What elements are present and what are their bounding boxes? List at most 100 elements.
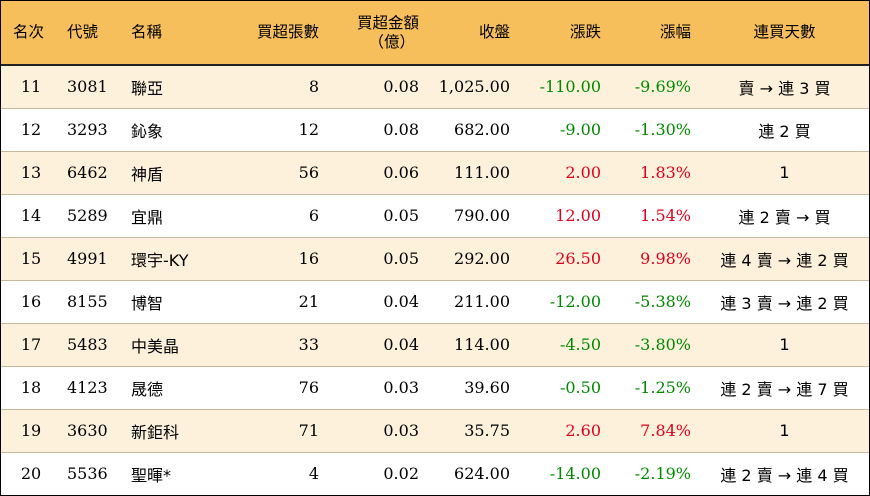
cell-name: 鈊象 [131,121,164,141]
cell-rank: 11 [20,77,42,97]
header-streak: 連買天數 [700,1,869,66]
table-row: 15 4991 環宇-KY 16 0.05 292.00 26.50 9.98%… [1,237,869,280]
cell-pct: 9.98% [640,249,691,268]
header-row: 名次 代號 名稱 買超張數 買超金額 （億） 收盤 漲跌 漲幅 連買天數 [1,1,869,66]
cell-change: -4.50 [559,335,601,354]
cell-change: -12.00 [549,292,601,311]
cell-net-lots: 8 [308,77,319,97]
cell-net-lots: 4 [308,464,319,484]
cell-rank: 14 [20,206,42,225]
cell-streak: 連 2 賣 → 連 4 買 [720,465,849,485]
cell-name: 晟德 [131,379,164,399]
cell-net-amount: 0.03 [383,421,419,440]
cell-change: -14.00 [549,464,601,484]
cell-net-amount: 0.04 [383,335,419,354]
cell-change: 2.60 [565,421,601,440]
cell-code: 8155 [67,292,108,311]
cell-net-amount: 0.08 [383,77,419,97]
cell-name: 神盾 [131,164,164,184]
cell-change: -110.00 [539,77,601,97]
cell-name: 中美晶 [131,336,180,356]
cell-close: 211.00 [454,292,510,311]
cell-name: 宜鼎 [131,207,164,227]
cell-change: -9.00 [559,120,601,139]
cell-name: 環宇-KY [131,250,189,270]
cell-change: 12.00 [555,206,601,225]
cell-change: 2.00 [565,163,601,182]
cell-net-lots: 16 [298,249,319,268]
cell-streak: 賣 → 連 3 買 [738,78,831,98]
table-row: 16 8155 博智 21 0.04 211.00 -12.00 -5.38% … [1,280,869,323]
cell-pct: -5.38% [634,292,691,311]
cell-rank: 16 [20,292,42,311]
cell-close: 114.00 [454,335,510,354]
cell-pct: -3.80% [634,335,691,354]
table-row: 12 3293 鈊象 12 0.08 682.00 -9.00 -1.30% 連… [1,108,869,151]
cell-close: 35.75 [464,421,510,440]
cell-code: 3081 [67,77,108,97]
cell-streak: 連 2 買 [758,121,811,141]
cell-streak: 連 4 賣 → 連 2 買 [720,250,849,270]
cell-rank: 15 [20,249,42,268]
cell-net-amount: 0.08 [383,120,419,139]
header-code: 代號 [61,1,125,66]
cell-net-amount: 0.02 [383,464,419,484]
cell-pct: 7.84% [640,421,691,440]
cell-code: 6462 [67,163,108,182]
header-net-amount-line1: 買超金額 [356,13,419,32]
header-close: 收盤 [428,1,519,66]
cell-streak: 1 [779,163,790,182]
cell-close: 292.00 [454,249,510,268]
cell-close: 682.00 [454,120,510,139]
cell-pct: -9.69% [634,77,691,97]
cell-code: 4991 [67,249,108,268]
header-pct: 漲幅 [610,1,700,66]
cell-rank: 12 [20,120,42,139]
cell-close: 790.00 [454,206,510,225]
cell-close: 111.00 [454,163,510,182]
table-row: 14 5289 宜鼎 6 0.05 790.00 12.00 1.54% 連 2… [1,194,869,237]
cell-net-lots: 71 [298,421,319,440]
cell-net-lots: 76 [298,378,319,397]
cell-rank: 19 [20,421,42,440]
cell-pct: 1.54% [640,206,691,225]
cell-streak: 連 3 賣 → 連 2 買 [720,293,849,313]
cell-change: -0.50 [559,378,601,397]
cell-net-lots: 21 [298,292,319,311]
cell-streak: 連 2 賣 → 連 7 買 [720,379,849,399]
header-name: 名稱 [125,1,217,66]
cell-net-lots: 12 [298,120,319,139]
table-row: 17 5483 中美晶 33 0.04 114.00 -4.50 -3.80% … [1,323,869,366]
cell-pct: -1.25% [634,378,691,397]
cell-name: 聖暉* [131,465,172,485]
cell-pct: -1.30% [634,120,691,139]
cell-streak: 連 2 賣 → 買 [738,207,831,227]
cell-pct: -2.19% [634,464,691,484]
cell-net-amount: 0.05 [383,206,419,225]
cell-rank: 13 [20,163,42,182]
cell-net-amount: 0.06 [383,163,419,182]
header-net-amount: 買超金額 （億） [328,1,428,66]
cell-net-amount: 0.03 [383,378,419,397]
cell-streak: 1 [779,335,790,354]
cell-close: 39.60 [464,378,510,397]
cell-close: 624.00 [454,464,510,484]
cell-rank: 20 [20,464,42,484]
cell-code: 4123 [67,378,108,397]
cell-close: 1,025.00 [438,77,510,97]
header-net-lots: 買超張數 [217,1,328,66]
table-row: 18 4123 晟德 76 0.03 39.60 -0.50 -1.25% 連 … [1,366,869,409]
table-row: 19 3630 新鉅科 71 0.03 35.75 2.60 7.84% 1 [1,409,869,452]
cell-code: 3630 [67,421,108,440]
cell-code: 5483 [67,335,108,354]
cell-rank: 17 [20,335,42,354]
cell-pct: 1.83% [640,163,691,182]
table-row: 11 3081 聯亞 8 0.08 1,025.00 -110.00 -9.69… [1,65,869,108]
header-net-amount-line2: （億） [368,32,415,51]
header-change: 漲跌 [519,1,610,66]
cell-name: 新鉅科 [131,422,180,442]
cell-streak: 1 [779,421,790,440]
cell-code: 5289 [67,206,108,225]
table-row: 13 6462 神盾 56 0.06 111.00 2.00 1.83% 1 [1,151,869,194]
